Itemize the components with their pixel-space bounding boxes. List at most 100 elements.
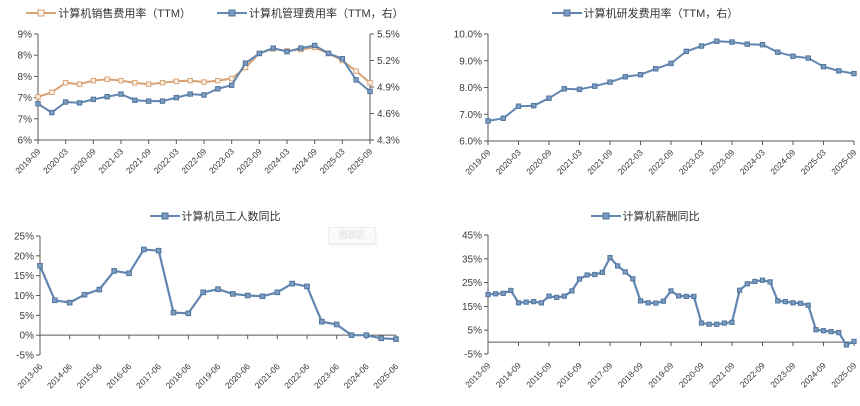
legend-item-salary-yoy: 计算机薪酬同比 bbox=[590, 208, 700, 224]
legend-item-employee-yoy: 计算机员工人数同比 bbox=[149, 208, 281, 224]
svg-text:2025-09: 2025-09 bbox=[345, 146, 374, 175]
chart-area-tooltip: 图表区 bbox=[328, 227, 376, 244]
svg-text:2019-06: 2019-06 bbox=[193, 361, 222, 390]
svg-text:2025-03: 2025-03 bbox=[318, 146, 347, 175]
chart-sales-admin-expense: 计算机销售费用率（TTM） 计算机管理费用率（TTM，右） 9% 8% 8% 7% 7%… bbox=[0, 0, 430, 203]
svg-text:20%: 20% bbox=[14, 251, 34, 262]
svg-text:35%: 35% bbox=[462, 254, 482, 265]
chart-canvas-salary: 45%35%25%15%5%-5%2013-09 2014-09 2015-09 20… bbox=[462, 231, 859, 390]
svg-text:4.3%: 4.3% bbox=[377, 136, 400, 147]
svg-text:15%: 15% bbox=[14, 271, 34, 282]
orange-line-marker-icon bbox=[26, 9, 57, 16]
svg-text:5.2%: 5.2% bbox=[377, 56, 400, 67]
legend: 计算机员工人数同比 bbox=[0, 203, 430, 224]
svg-text:2023-03: 2023-03 bbox=[207, 146, 236, 175]
svg-text:45%: 45% bbox=[462, 231, 482, 242]
svg-text:2024-03: 2024-03 bbox=[738, 147, 767, 176]
blue-line-marker-icon bbox=[217, 9, 247, 16]
svg-text:7%: 7% bbox=[18, 93, 33, 104]
svg-text:2018-06: 2018-06 bbox=[164, 361, 193, 390]
svg-text:7%: 7% bbox=[18, 114, 33, 125]
svg-text:2020-03: 2020-03 bbox=[494, 147, 523, 176]
svg-text:2025-06: 2025-06 bbox=[371, 361, 400, 390]
svg-text:10%: 10% bbox=[14, 291, 34, 302]
svg-text:2019-09: 2019-09 bbox=[13, 146, 42, 175]
legend-label: 计算机员工人数同比 bbox=[181, 210, 281, 223]
blue-line-marker-icon bbox=[551, 9, 582, 16]
svg-text:2023-09: 2023-09 bbox=[235, 146, 264, 175]
legend: 计算机薪酬同比 bbox=[430, 203, 860, 224]
svg-text:0%: 0% bbox=[20, 331, 35, 342]
svg-text:2019-09: 2019-09 bbox=[646, 360, 675, 389]
chart-salary-yoy: 计算机薪酬同比 45% 35% 25% 15% 5% -5% 2013-09 2014-09 2… bbox=[430, 203, 860, 406]
svg-text:2022-03: 2022-03 bbox=[616, 147, 645, 176]
svg-text:5%: 5% bbox=[468, 326, 483, 337]
svg-text:5%: 5% bbox=[20, 311, 35, 322]
svg-text:8%: 8% bbox=[18, 51, 33, 62]
svg-text:2024-03: 2024-03 bbox=[262, 146, 291, 175]
svg-text:2020-09: 2020-09 bbox=[69, 146, 98, 175]
svg-text:2021-09: 2021-09 bbox=[707, 360, 736, 389]
chart-rd-expense: 计算机研发费用率（TTM，右） 10.0% 9.0% 8.0% 7.0% 6.0% 201… bbox=[430, 0, 860, 203]
svg-text:2022-06: 2022-06 bbox=[282, 361, 311, 390]
svg-text:2022-09: 2022-09 bbox=[646, 147, 675, 176]
svg-text:2019-09: 2019-09 bbox=[463, 147, 492, 176]
svg-text:9.0%: 9.0% bbox=[459, 56, 482, 67]
svg-text:2016-09: 2016-09 bbox=[555, 360, 584, 389]
svg-text:2021-09: 2021-09 bbox=[124, 146, 153, 175]
legend-label: 计算机薪酬同比 bbox=[622, 210, 700, 223]
legend: 计算机销售费用率（TTM） 计算机管理费用率（TTM，右） bbox=[0, 0, 430, 21]
legend-item-rd-expense: 计算机研发费用率（TTM，右） bbox=[551, 5, 738, 21]
svg-text:2017-09: 2017-09 bbox=[585, 360, 614, 389]
svg-text:2024-09: 2024-09 bbox=[768, 147, 797, 176]
svg-text:6.0%: 6.0% bbox=[459, 137, 482, 148]
svg-text:2024-06: 2024-06 bbox=[342, 361, 371, 390]
svg-text:2023-09: 2023-09 bbox=[707, 147, 736, 176]
blue-line-marker-icon bbox=[590, 212, 621, 219]
svg-text:2021-03: 2021-03 bbox=[555, 147, 584, 176]
legend-label: 计算机管理费用率（TTM，右） bbox=[249, 7, 404, 20]
svg-text:2023-06: 2023-06 bbox=[312, 361, 341, 390]
legend-item-sales-expense: 计算机销售费用率（TTM） bbox=[26, 5, 191, 21]
legend-item-admin-expense: 计算机管理费用率（TTM，右） bbox=[217, 5, 404, 21]
svg-text:2015-09: 2015-09 bbox=[524, 360, 553, 389]
svg-text:5.5%: 5.5% bbox=[377, 30, 400, 41]
svg-text:2020-09: 2020-09 bbox=[524, 147, 553, 176]
svg-text:2013-06: 2013-06 bbox=[15, 361, 44, 390]
chart-canvas-rd: 10.0% 9.0% 8.0% 7.0% 6.0%2019-09 2020-03 2020-… bbox=[454, 30, 859, 177]
svg-text:2022-09: 2022-09 bbox=[738, 360, 767, 389]
svg-text:2025-09: 2025-09 bbox=[829, 360, 858, 389]
svg-text:2022-03: 2022-03 bbox=[152, 146, 181, 175]
svg-text:25%: 25% bbox=[462, 278, 482, 289]
svg-text:10.0%: 10.0% bbox=[454, 30, 482, 41]
chart-canvas-employee: 25% 20% 15% 10% 5% 0% -5%2013-06 2014-06 2015-06… bbox=[14, 232, 401, 391]
svg-text:8%: 8% bbox=[18, 72, 33, 83]
svg-text:2023-03: 2023-03 bbox=[677, 147, 706, 176]
svg-text:2014-09: 2014-09 bbox=[494, 360, 523, 389]
svg-text:2021-09: 2021-09 bbox=[585, 147, 614, 176]
svg-text:4.9%: 4.9% bbox=[377, 83, 400, 94]
svg-text:2020-03: 2020-03 bbox=[41, 146, 70, 175]
svg-text:2014-06: 2014-06 bbox=[45, 361, 74, 390]
svg-text:4.6%: 4.6% bbox=[377, 109, 400, 120]
svg-text:2024-09: 2024-09 bbox=[799, 360, 828, 389]
svg-text:2016-06: 2016-06 bbox=[104, 361, 133, 390]
svg-text:2023-09: 2023-09 bbox=[768, 360, 797, 389]
svg-text:2018-09: 2018-09 bbox=[616, 360, 645, 389]
chart-employee-yoy: 计算机员工人数同比 25% 20% 15% 10% 5% 0% -5% 2013-06 2014… bbox=[0, 203, 430, 406]
svg-text:2025-09: 2025-09 bbox=[829, 147, 858, 176]
svg-text:9%: 9% bbox=[18, 30, 33, 41]
svg-text:2017-06: 2017-06 bbox=[134, 361, 163, 390]
legend-label: 计算机销售费用率（TTM） bbox=[58, 7, 191, 20]
svg-text:2024-09: 2024-09 bbox=[290, 146, 319, 175]
svg-text:6%: 6% bbox=[18, 136, 33, 147]
svg-text:2015-06: 2015-06 bbox=[75, 361, 104, 390]
svg-text:2021-03: 2021-03 bbox=[96, 146, 125, 175]
svg-text:-5%: -5% bbox=[16, 351, 34, 362]
svg-text:2020-09: 2020-09 bbox=[677, 360, 706, 389]
svg-text:2025-03: 2025-03 bbox=[799, 147, 828, 176]
svg-text:7.0%: 7.0% bbox=[459, 110, 482, 121]
svg-text:8.0%: 8.0% bbox=[459, 83, 482, 94]
svg-text:25%: 25% bbox=[14, 232, 34, 243]
